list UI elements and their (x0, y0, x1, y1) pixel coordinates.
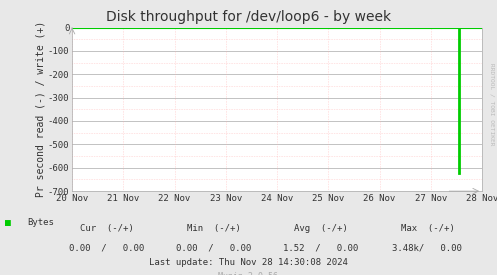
Text: Bytes: Bytes (27, 218, 54, 227)
Text: 3.48k/   0.00: 3.48k/ 0.00 (393, 243, 462, 252)
Text: Disk throughput for /dev/loop6 - by week: Disk throughput for /dev/loop6 - by week (106, 10, 391, 24)
Text: 0.00  /   0.00: 0.00 / 0.00 (69, 243, 145, 252)
Text: Munin 2.0.56: Munin 2.0.56 (219, 272, 278, 275)
Text: Last update: Thu Nov 28 14:30:08 2024: Last update: Thu Nov 28 14:30:08 2024 (149, 258, 348, 267)
Text: Max  (-/+): Max (-/+) (401, 224, 454, 233)
Text: 0.00  /   0.00: 0.00 / 0.00 (176, 243, 251, 252)
Text: ■: ■ (5, 218, 11, 228)
Text: Min  (-/+): Min (-/+) (187, 224, 241, 233)
Y-axis label: Pr second read (-) / write (+): Pr second read (-) / write (+) (35, 21, 45, 197)
Text: Cur  (-/+): Cur (-/+) (80, 224, 134, 233)
Text: Avg  (-/+): Avg (-/+) (294, 224, 347, 233)
Text: 1.52  /   0.00: 1.52 / 0.00 (283, 243, 358, 252)
Text: RRDTOOL / TOBI OETIKER: RRDTOOL / TOBI OETIKER (490, 63, 495, 146)
